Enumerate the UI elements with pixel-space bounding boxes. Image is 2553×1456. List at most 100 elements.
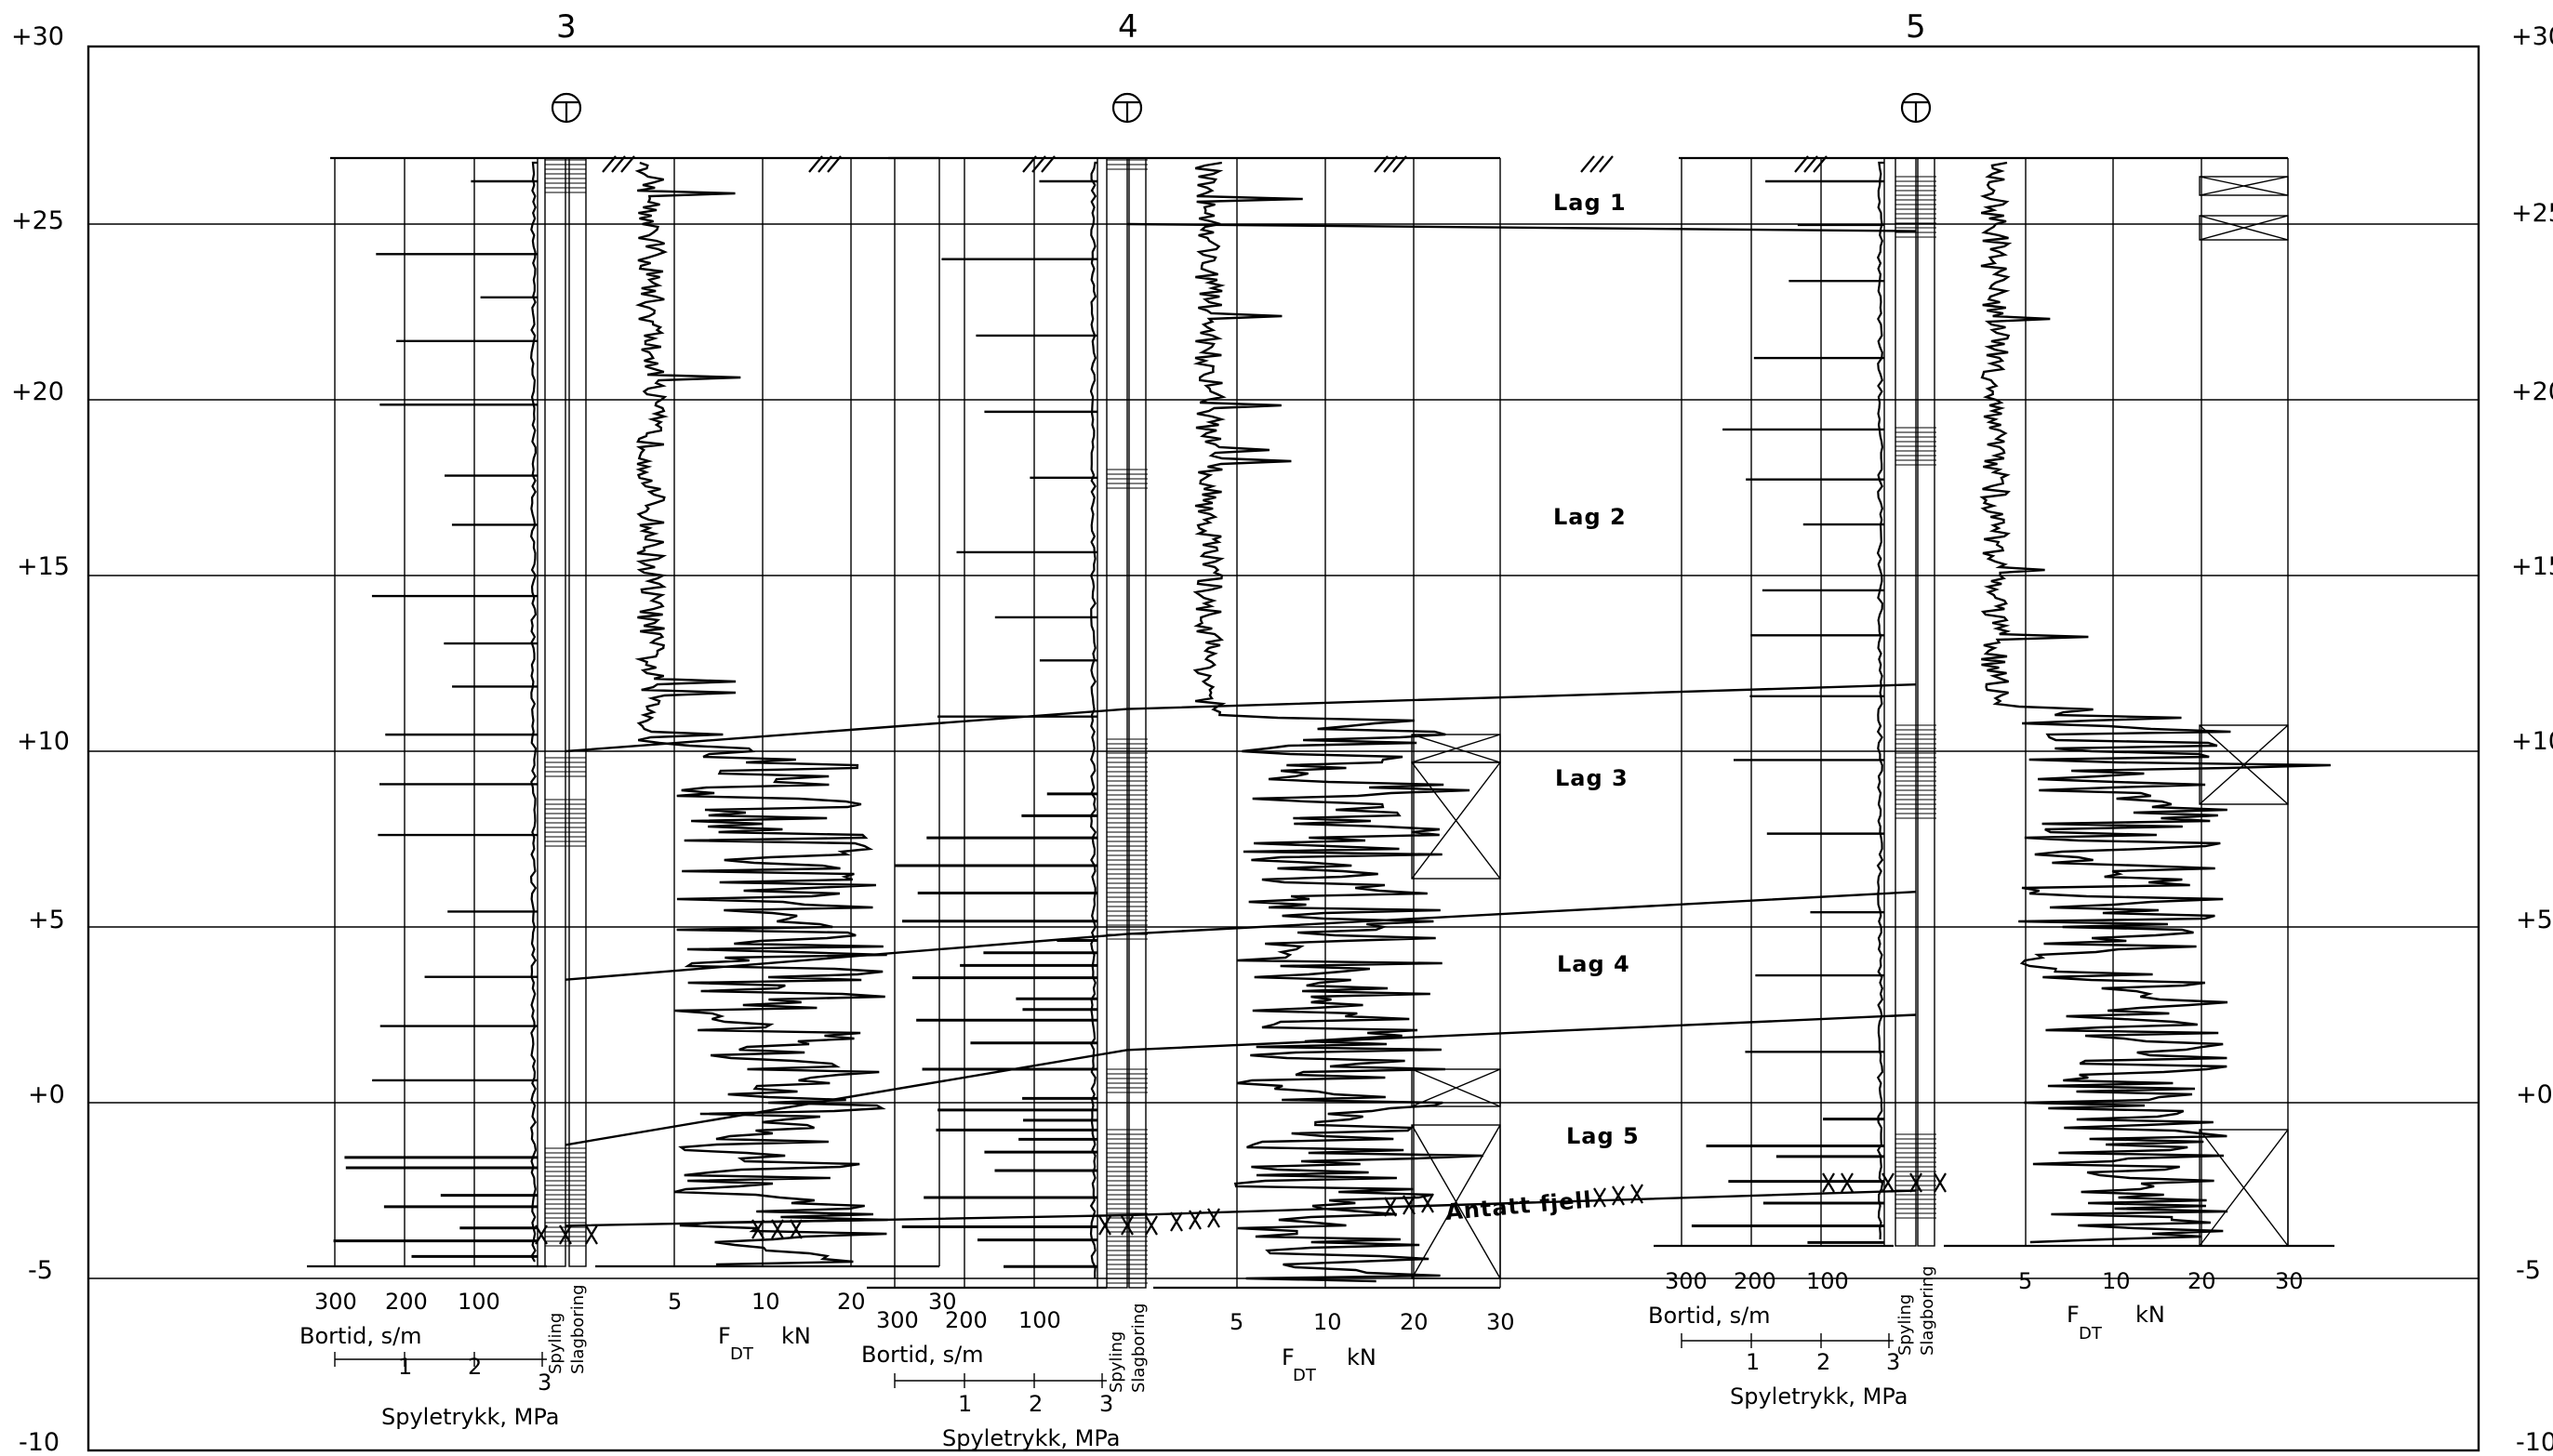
- spyling-column: [1895, 157, 1935, 1247]
- fdt-panel: [2025, 158, 2289, 1246]
- rock-x-marker: [751, 1219, 765, 1239]
- crossed-box: [2199, 215, 2289, 241]
- rock-x-marker: [1189, 1210, 1202, 1230]
- rock-x-marker: [1170, 1211, 1183, 1232]
- crossed-box: [1411, 1068, 1501, 1107]
- bortid-tick: 300: [314, 1289, 357, 1315]
- bortid-tick: 300: [1665, 1268, 1708, 1294]
- layer-label-3: Lag 3: [1555, 765, 1629, 791]
- borehole-5-log: [1679, 156, 2289, 1247]
- fdt-tick: 5: [668, 1289, 682, 1315]
- rock-x-marker: [1630, 1184, 1643, 1204]
- rock-x-marker: [1098, 1215, 1111, 1236]
- fdt-tick: 5: [2018, 1268, 2032, 1294]
- fdt-subscript: DT: [2079, 1324, 2103, 1343]
- slagboring-label: Slagboring: [1918, 1265, 1937, 1356]
- rock-x-marker: [559, 1224, 572, 1245]
- elevation-label: +0: [28, 1080, 65, 1109]
- rock-x-marker: [1822, 1172, 1835, 1193]
- fdt-tick: 10: [1313, 1309, 1342, 1335]
- rock-x-marker: [1841, 1172, 1854, 1193]
- borehole-4-axis-labels: 300 200 100 Bortid, s/m 1 2 3 Spyletrykk…: [861, 1303, 1515, 1451]
- slagboring-label: Slagboring: [568, 1284, 588, 1374]
- elevation-label: +10: [2511, 727, 2553, 756]
- crossed-box-line: [1411, 1124, 1501, 1279]
- layer-label-2: Lag 2: [1553, 504, 1627, 530]
- spyling-column: [1106, 157, 1147, 1289]
- total-sounding-symbol-icon: [1111, 92, 1143, 124]
- elevation-label: +25: [11, 206, 64, 235]
- bortid-panel: [334, 157, 539, 1267]
- layer-label-5: Lag 5: [1566, 1123, 1640, 1149]
- fdt-panel: [673, 158, 940, 1266]
- slagboring-label: Slagboring: [1129, 1303, 1149, 1393]
- rock-x-marker: [585, 1224, 598, 1245]
- rock-x-marker: [1121, 1215, 1134, 1236]
- bortid-tick: 300: [876, 1307, 919, 1333]
- crossed-box: [1411, 761, 1501, 880]
- rock-x-marker: [1384, 1197, 1397, 1217]
- total-sounding-symbol-icon: [1900, 92, 1932, 124]
- elevation-label: +15: [2511, 552, 2553, 581]
- layer-label-4: Lag 4: [1557, 951, 1630, 977]
- elevation-label: +10: [17, 727, 70, 756]
- elevation-label: +0: [2516, 1080, 2553, 1109]
- bortid-tick: 100: [1018, 1307, 1061, 1333]
- boundary-lag4-lag5: [565, 1013, 1917, 1146]
- fdt-title: F: [1282, 1344, 1295, 1370]
- rock-x-marker: [1421, 1193, 1434, 1213]
- spyling-label: Spyling: [1895, 1294, 1915, 1356]
- bortid-panel: [1681, 157, 1885, 1247]
- boundary-lag1-lag2: [1126, 222, 1917, 232]
- rock-x-marker: [1882, 1172, 1895, 1193]
- rock-markers: [535, 1172, 1947, 1245]
- borehole-5-axis-labels: 300 200 100 Bortid, s/m 1 2 3 Spyletrykk…: [1648, 1265, 2304, 1410]
- bortid-title: Bortid, s/m: [1648, 1303, 1771, 1329]
- crossed-box-line: [2199, 215, 2289, 241]
- elevation-label: +25: [2511, 199, 2553, 228]
- fdt-tick: 5: [1230, 1309, 1243, 1335]
- fdt-tick: 30: [2275, 1268, 2304, 1294]
- rock-x-marker: [535, 1224, 548, 1245]
- borehole-number-5: 5: [1906, 8, 1926, 46]
- spyletrykk-tick: 3: [1886, 1349, 1900, 1375]
- spyletrykk-tick: 2: [1816, 1349, 1830, 1375]
- spyling-label: Spyling: [546, 1313, 565, 1374]
- fdt-unit: kN: [2135, 1302, 2165, 1328]
- elevation-label: +5: [2516, 906, 2553, 934]
- elevation-label: -10: [2516, 1428, 2553, 1456]
- boundary-lag3-lag4: [565, 891, 1917, 981]
- terrain-hatch: [602, 155, 1828, 173]
- spyletrykk-tick: 2: [468, 1354, 482, 1380]
- borehole-axes: [307, 1244, 2334, 1388]
- fdt-subscript: DT: [1293, 1366, 1317, 1385]
- borehole-number-4: 4: [1118, 8, 1138, 46]
- crossed-box: [2199, 724, 2289, 805]
- borehole-number-3: 3: [556, 8, 577, 46]
- elevation-label: +30: [2511, 22, 2553, 51]
- spyletrykk-title: Spyletrykk, MPa: [381, 1404, 559, 1430]
- rock-x-marker: [1612, 1185, 1625, 1206]
- rock-x-marker: [790, 1219, 803, 1239]
- spyletrykk-tick: 2: [1029, 1391, 1043, 1417]
- fdt-tick: 20: [837, 1289, 866, 1315]
- borehole-4-log: [888, 156, 1501, 1289]
- spyletrykk-tick: 1: [1746, 1349, 1760, 1375]
- rock-x-marker: [1145, 1215, 1158, 1236]
- spyling-column: [544, 157, 587, 1267]
- rock-x-marker: [1593, 1187, 1606, 1208]
- rock-x-marker: [1909, 1172, 1922, 1193]
- rock-x-marker: [1207, 1208, 1220, 1228]
- borehole-3-axis-labels: 300 200 100 Bortid, s/m 1 2 3 Spyletrykk…: [299, 1284, 957, 1430]
- elevation-label: -10: [19, 1428, 60, 1456]
- fdt-tick: 10: [2102, 1268, 2131, 1294]
- bortid-tick: 100: [1806, 1268, 1849, 1294]
- bortid-tick: 200: [945, 1307, 988, 1333]
- elevation-label: +15: [17, 552, 70, 581]
- elevation-label: +20: [11, 377, 64, 406]
- rock-label: Antatt fjell: [1444, 1186, 1593, 1225]
- fdt-trace: [1192, 161, 1483, 1283]
- rock-x-marker: [1403, 1195, 1416, 1215]
- borehole-3-log: [330, 156, 940, 1267]
